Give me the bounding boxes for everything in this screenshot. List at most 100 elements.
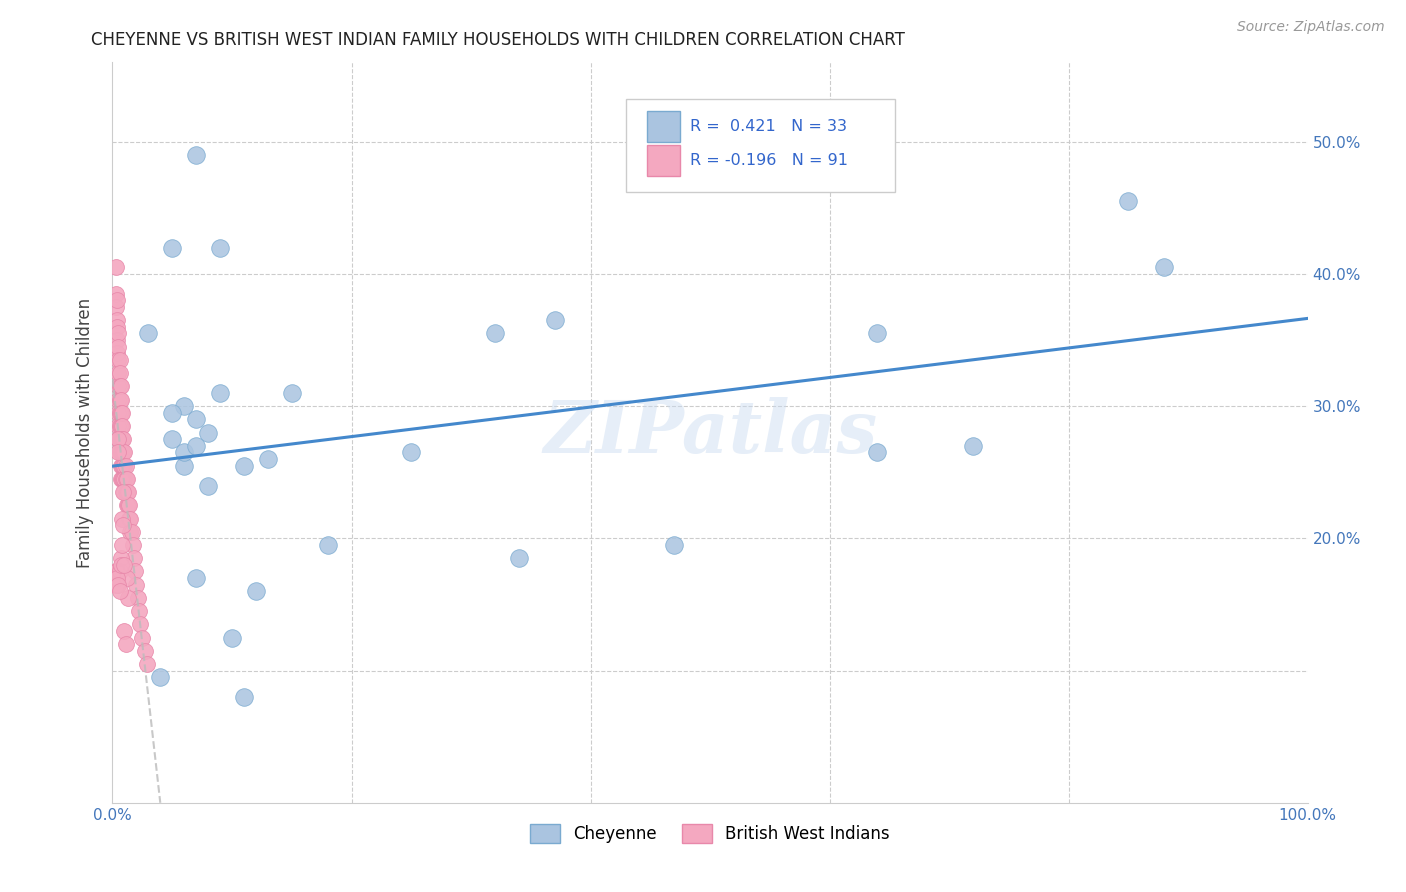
Point (484, 326, 506, 341)
Point (110, 419, 132, 434)
Text: CHEYENNE VS BRITISH WEST INDIAN FAMILY HOUSEHOLDS WITH CHILDREN CORRELATION CHAR: CHEYENNE VS BRITISH WEST INDIAN FAMILY H… (91, 31, 905, 49)
Point (108, 352, 131, 367)
Point (110, 406, 132, 420)
Point (114, 472, 135, 486)
Point (105, 300, 128, 314)
Point (866, 445, 889, 459)
Point (233, 458, 256, 473)
Point (114, 472, 136, 486)
Point (115, 472, 138, 486)
Point (866, 326, 889, 341)
Point (962, 439, 984, 453)
Point (108, 379, 131, 393)
FancyBboxPatch shape (647, 112, 681, 143)
Point (112, 472, 135, 486)
Point (114, 485, 136, 500)
Point (105, 571, 128, 585)
Point (233, 690, 256, 704)
Point (114, 624, 135, 638)
Point (107, 432, 129, 446)
Point (245, 584, 267, 599)
Point (115, 485, 138, 500)
Point (121, 538, 143, 552)
Point (111, 445, 134, 459)
Point (108, 392, 131, 407)
Point (128, 604, 150, 618)
Point (186, 412, 208, 426)
Point (124, 565, 146, 579)
Point (508, 551, 530, 566)
Point (117, 591, 139, 605)
Point (112, 485, 135, 500)
Point (162, 406, 183, 420)
Point (162, 241, 183, 255)
Point (114, 637, 136, 651)
Point (105, 565, 128, 579)
Point (112, 458, 135, 473)
Point (108, 565, 131, 579)
Point (108, 432, 131, 446)
Point (112, 445, 135, 459)
Text: Source: ZipAtlas.com: Source: ZipAtlas.com (1237, 20, 1385, 34)
Point (543, 313, 565, 327)
Point (664, 538, 686, 552)
Point (110, 558, 132, 572)
Point (122, 551, 145, 566)
Point (107, 352, 129, 367)
Point (162, 432, 183, 446)
Point (110, 458, 132, 473)
Point (111, 511, 134, 525)
Point (108, 366, 131, 380)
Point (110, 472, 132, 486)
Point (114, 458, 136, 473)
Point (120, 511, 142, 525)
Text: R =  0.421   N = 33: R = 0.421 N = 33 (690, 120, 846, 135)
Point (209, 386, 232, 401)
Point (125, 577, 148, 591)
FancyBboxPatch shape (647, 145, 681, 177)
Point (108, 584, 131, 599)
Point (111, 432, 134, 446)
Point (110, 379, 132, 393)
Point (316, 538, 339, 552)
Point (111, 472, 134, 486)
Point (111, 406, 134, 420)
Point (118, 511, 141, 525)
Point (108, 406, 131, 420)
Point (105, 333, 128, 347)
Point (105, 565, 128, 579)
Point (107, 419, 129, 434)
FancyBboxPatch shape (627, 99, 896, 192)
Point (131, 631, 153, 645)
Point (1153, 260, 1175, 275)
Point (107, 432, 129, 446)
Point (105, 319, 128, 334)
Point (115, 571, 138, 585)
Point (107, 577, 129, 591)
Point (114, 445, 135, 459)
Point (118, 499, 141, 513)
Point (117, 485, 139, 500)
Point (129, 617, 152, 632)
Point (107, 340, 129, 354)
Point (105, 293, 128, 308)
Point (107, 445, 129, 459)
Point (110, 432, 132, 446)
Point (115, 499, 138, 513)
Point (149, 670, 172, 684)
Point (105, 286, 128, 301)
Point (134, 644, 156, 658)
Point (105, 260, 128, 275)
Point (105, 577, 128, 591)
Legend: Cheyenne, British West Indians: Cheyenne, British West Indians (523, 817, 897, 850)
Point (401, 445, 423, 459)
Point (112, 432, 135, 446)
Point (110, 551, 132, 566)
Point (110, 445, 132, 459)
Point (257, 452, 280, 467)
Point (110, 392, 132, 407)
Point (107, 379, 129, 393)
Point (120, 524, 142, 539)
Point (105, 346, 128, 360)
Point (1118, 194, 1140, 209)
